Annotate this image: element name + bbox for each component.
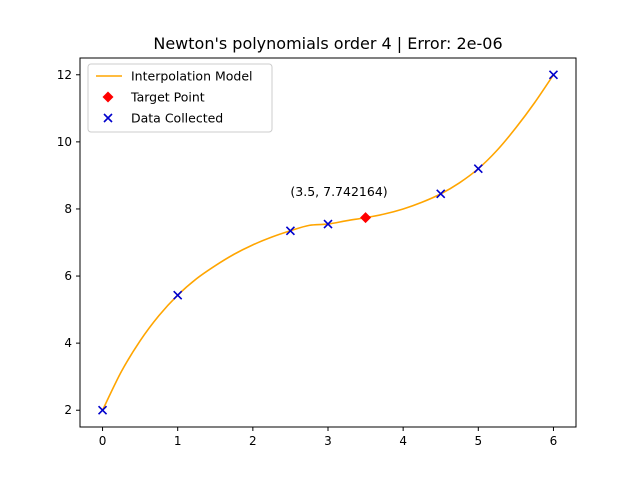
data-collected-point: [436, 189, 446, 199]
data-collected-point: [285, 226, 295, 236]
data-collected-point: [173, 290, 183, 300]
target-point-marker: [360, 212, 372, 224]
target-point-annotation: (3.5, 7.742164): [290, 184, 387, 199]
x-tick-label: 4: [399, 434, 407, 448]
legend-box: [87, 63, 273, 133]
data-collected-point: [97, 405, 108, 415]
y-tick-label: 10: [57, 135, 72, 149]
data-collected-point: [473, 164, 483, 174]
legend-swatch-x: [103, 113, 113, 123]
y-tick-label: 8: [64, 202, 72, 216]
legend: Interpolation Model Target Point Data Coll…: [87, 63, 273, 133]
y-tick-label: 4: [64, 336, 72, 350]
y-tick-label: 6: [64, 269, 72, 283]
data-collected-point: [548, 70, 559, 80]
x-tick-label: 5: [474, 434, 482, 448]
x-tick-label: 6: [550, 434, 558, 448]
legend-swatch-diamond: [102, 91, 114, 103]
legend-label: Target Point: [130, 90, 205, 105]
legend-label: Interpolation Model: [131, 69, 253, 84]
x-tick-label: 3: [324, 434, 332, 448]
legend-label: Data Collected: [131, 111, 223, 126]
y-tick-label: 12: [57, 68, 72, 82]
chart-title: Newton's polynomials order 4 | Error: 2e…: [153, 34, 502, 53]
x-tick-label: 2: [249, 434, 257, 448]
y-tick-label: 2: [64, 403, 72, 417]
data-collected-point: [323, 219, 333, 229]
x-tick-label: 1: [174, 434, 182, 448]
x-tick-label: 0: [99, 434, 107, 448]
